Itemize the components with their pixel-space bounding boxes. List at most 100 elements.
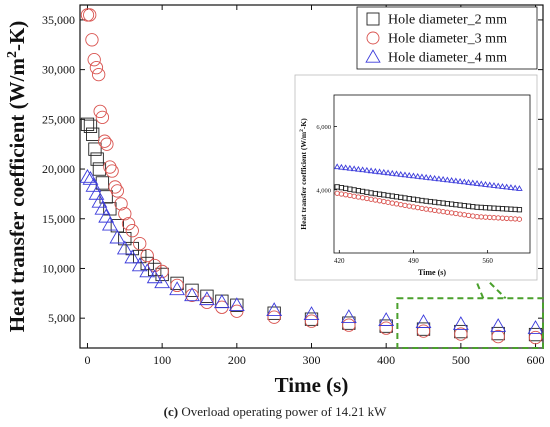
- inset-point-triangle: [494, 182, 502, 189]
- inset-frame: [333, 94, 531, 254]
- data-point-triangle: [378, 312, 395, 326]
- data-point-circle: [97, 134, 112, 148]
- legend-label: Hole diameter_2 mm: [388, 13, 507, 28]
- data-point-square: [491, 326, 505, 341]
- inset-point-triangle: [405, 171, 413, 178]
- data-point-circle: [267, 310, 281, 324]
- x-tick-label: 600: [527, 353, 545, 367]
- inset-series-square: [334, 184, 523, 213]
- data-point-circle: [110, 184, 124, 198]
- inset-point-triangle: [393, 170, 400, 177]
- inset-point-triangle: [346, 164, 354, 171]
- inset-point-triangle: [435, 175, 443, 182]
- inset-x-tick-label: 420: [334, 257, 345, 265]
- inset-point-triangle: [355, 165, 362, 172]
- inset-plot: 420 490 560 4,000 6,000 Time (s) Heat transfer…: [294, 74, 538, 281]
- inset-y-tick-label: 4,000: [316, 187, 331, 194]
- x-tick-label: 0: [84, 353, 90, 367]
- inset-point-triangle: [507, 184, 515, 190]
- inset-point-triangle: [473, 180, 481, 186]
- inset-point-triangle: [456, 178, 464, 184]
- inset-point-triangle: [482, 181, 489, 187]
- data-point-circle: [93, 104, 107, 119]
- data-point-circle: [103, 160, 117, 174]
- data-point-circle: [108, 180, 122, 194]
- inset-point-triangle: [444, 176, 451, 183]
- y-axis-title: Heat transfer coefficient (W/m2-K): [5, 21, 29, 333]
- inset-point-triangle: [427, 174, 434, 181]
- data-point-square: [80, 117, 95, 131]
- data-point-triangle: [94, 200, 111, 215]
- inset-point-triangle: [516, 185, 523, 191]
- data-point-square: [110, 219, 124, 233]
- series-triangle: [79, 168, 544, 334]
- caption-text: Overload operating power of 14.21 kW: [178, 404, 387, 419]
- data-point-circle: [100, 137, 114, 151]
- heat-transfer-chart: 0 100 200 300 400 500 600 5,000 10,000 15,000 20,0…: [5, 4, 545, 397]
- data-point-circle: [89, 60, 104, 75]
- inset-point-triangle: [410, 172, 417, 179]
- inset-point-triangle: [333, 163, 341, 170]
- inset-point-triangle: [380, 168, 388, 175]
- data-point-square: [103, 202, 117, 216]
- data-point-circle: [87, 53, 101, 67]
- x-tick-label: 200: [228, 353, 246, 367]
- inset-series-triangle: [333, 163, 523, 191]
- inset-point-triangle: [338, 163, 345, 170]
- legend: Hole diameter_2 mm Hole diameter_3 mm Hole…: [356, 6, 538, 70]
- data-point-triangle: [116, 240, 133, 255]
- inset-point-triangle: [503, 183, 510, 190]
- data-point-square: [92, 162, 107, 176]
- data-point-triangle: [527, 320, 544, 334]
- data-point-triangle: [79, 168, 96, 183]
- data-point-circle: [85, 33, 99, 47]
- x-tick-label: 100: [153, 353, 171, 367]
- data-point-circle: [133, 236, 147, 251]
- inset-point-triangle: [384, 169, 392, 176]
- inset-point-triangle: [465, 179, 472, 185]
- data-point-circle: [379, 321, 393, 335]
- inset-point-triangle: [342, 164, 349, 171]
- inset-x-axis-title: Time (s): [418, 268, 446, 277]
- inset-point-triangle: [452, 177, 460, 184]
- data-point-square: [88, 142, 102, 156]
- data-point-circle: [121, 217, 136, 231]
- data-point-circle: [114, 197, 128, 211]
- inset-point-triangle: [477, 180, 485, 187]
- data-point-square: [230, 298, 244, 312]
- data-point-triangle: [199, 291, 215, 306]
- inset-series-circle: [334, 190, 523, 222]
- data-point-triangle: [109, 229, 126, 244]
- data-point-triangle: [131, 257, 148, 272]
- legend-label: Hole diameter_4 mm: [388, 51, 507, 66]
- data-point-circle: [118, 207, 132, 221]
- inset-y-axis-title: Heat transfer coefficient (W/m2-K): [299, 118, 308, 230]
- inset-x-tick-label: 560: [482, 257, 493, 265]
- data-point-square: [90, 152, 104, 166]
- data-point-triangle: [415, 314, 432, 328]
- inset-point-triangle: [439, 175, 447, 182]
- series-circle: [80, 8, 543, 345]
- y-tick-label: 15,000: [42, 212, 75, 226]
- x-axis-title: Time (s): [275, 373, 349, 397]
- data-point-square: [528, 327, 543, 342]
- x-tick-label: 300: [303, 353, 321, 367]
- data-point-circle: [528, 330, 543, 345]
- data-point-square: [185, 283, 199, 297]
- legend-label: Hole diameter_3 mm: [388, 32, 507, 47]
- inset-point-triangle: [350, 165, 358, 172]
- data-point-circle: [230, 304, 244, 318]
- inset-y-tick-label: 6,000: [316, 124, 331, 131]
- data-point-triangle: [146, 269, 163, 284]
- data-point-circle: [454, 327, 468, 341]
- inset-point-triangle: [367, 167, 375, 174]
- inset-point-triangle: [499, 183, 506, 189]
- x-tick-label: 400: [377, 353, 395, 367]
- data-point-square: [118, 231, 132, 246]
- data-point-triangle: [303, 306, 320, 320]
- y-tick-label: 25,000: [42, 112, 75, 126]
- zoom-region-box: [396, 297, 544, 349]
- data-point-circle: [125, 224, 139, 238]
- inset-point-triangle: [401, 171, 409, 178]
- inset-point-triangle: [363, 166, 371, 173]
